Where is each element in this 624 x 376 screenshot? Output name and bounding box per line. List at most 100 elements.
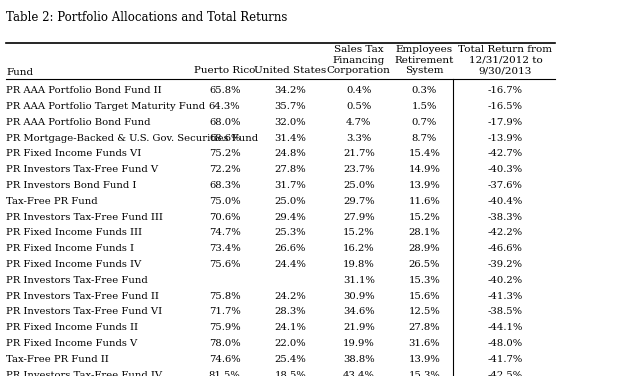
Text: 15.6%: 15.6%: [409, 292, 440, 300]
Text: 13.9%: 13.9%: [409, 181, 440, 190]
Text: 26.5%: 26.5%: [409, 260, 440, 269]
Text: 38.8%: 38.8%: [343, 355, 374, 364]
Text: 21.9%: 21.9%: [343, 323, 374, 332]
Text: 29.7%: 29.7%: [343, 197, 374, 206]
Text: 22.0%: 22.0%: [275, 339, 306, 348]
Text: Puerto Rico: Puerto Rico: [194, 66, 255, 75]
Text: 27.8%: 27.8%: [275, 165, 306, 174]
Text: -38.5%: -38.5%: [488, 308, 523, 316]
Text: 4.7%: 4.7%: [346, 118, 371, 127]
Text: 13.9%: 13.9%: [409, 355, 440, 364]
Text: -41.3%: -41.3%: [488, 292, 523, 300]
Text: 15.3%: 15.3%: [409, 276, 440, 285]
Text: 31.7%: 31.7%: [275, 181, 306, 190]
Text: 16.2%: 16.2%: [343, 244, 374, 253]
Text: 3.3%: 3.3%: [346, 134, 371, 143]
Text: -39.2%: -39.2%: [488, 260, 523, 269]
Text: 65.8%: 65.8%: [209, 86, 240, 95]
Text: PR Fixed Income Funds VI: PR Fixed Income Funds VI: [6, 150, 142, 158]
Text: 19.8%: 19.8%: [343, 260, 374, 269]
Text: 0.3%: 0.3%: [412, 86, 437, 95]
Text: 71.7%: 71.7%: [209, 308, 240, 316]
Text: Fund: Fund: [6, 68, 33, 77]
Text: 68.3%: 68.3%: [209, 181, 240, 190]
Text: PR Investors Tax-Free Fund IV: PR Investors Tax-Free Fund IV: [6, 371, 162, 376]
Text: -42.5%: -42.5%: [488, 371, 523, 376]
Text: 25.4%: 25.4%: [275, 355, 306, 364]
Text: United States: United States: [254, 66, 326, 75]
Text: 15.2%: 15.2%: [409, 213, 440, 221]
Text: 18.5%: 18.5%: [275, 371, 306, 376]
Text: 78.0%: 78.0%: [209, 339, 240, 348]
Text: 25.0%: 25.0%: [275, 197, 306, 206]
Text: 29.4%: 29.4%: [275, 213, 306, 221]
Text: -46.6%: -46.6%: [488, 244, 523, 253]
Text: PR Fixed Income Funds III: PR Fixed Income Funds III: [6, 229, 142, 237]
Text: 11.6%: 11.6%: [409, 197, 440, 206]
Text: 64.3%: 64.3%: [209, 102, 240, 111]
Text: 75.0%: 75.0%: [209, 197, 240, 206]
Text: PR Investors Tax-Free Fund II: PR Investors Tax-Free Fund II: [6, 292, 159, 300]
Text: 43.4%: 43.4%: [343, 371, 375, 376]
Text: -41.7%: -41.7%: [488, 355, 523, 364]
Text: 32.0%: 32.0%: [275, 118, 306, 127]
Text: -13.9%: -13.9%: [488, 134, 523, 143]
Text: 73.4%: 73.4%: [209, 244, 240, 253]
Text: PR Fixed Income Funds IV: PR Fixed Income Funds IV: [6, 260, 142, 269]
Text: 31.1%: 31.1%: [343, 276, 375, 285]
Text: 27.8%: 27.8%: [409, 323, 440, 332]
Text: -17.9%: -17.9%: [488, 118, 523, 127]
Text: 75.8%: 75.8%: [209, 292, 240, 300]
Text: 75.2%: 75.2%: [209, 150, 240, 158]
Text: -16.7%: -16.7%: [488, 86, 523, 95]
Text: 70.6%: 70.6%: [209, 213, 240, 221]
Text: 19.9%: 19.9%: [343, 339, 374, 348]
Text: Table 2: Portfolio Allocations and Total Returns: Table 2: Portfolio Allocations and Total…: [6, 11, 288, 24]
Text: PR Fixed Income Funds II: PR Fixed Income Funds II: [6, 323, 139, 332]
Text: 14.9%: 14.9%: [408, 165, 441, 174]
Text: PR Mortgage-Backed & U.S. Gov. Securities Fund: PR Mortgage-Backed & U.S. Gov. Securitie…: [6, 134, 258, 143]
Text: 34.2%: 34.2%: [275, 86, 306, 95]
Text: PR Fixed Income Funds V: PR Fixed Income Funds V: [6, 339, 137, 348]
Text: Total Return from
12/31/2012 to
9/30/2013: Total Return from 12/31/2012 to 9/30/201…: [459, 45, 552, 75]
Text: 26.6%: 26.6%: [275, 244, 306, 253]
Text: Tax-Free PR Fund: Tax-Free PR Fund: [6, 197, 98, 206]
Text: 74.7%: 74.7%: [209, 229, 240, 237]
Text: 75.6%: 75.6%: [209, 260, 240, 269]
Text: 0.7%: 0.7%: [412, 118, 437, 127]
Text: 30.9%: 30.9%: [343, 292, 374, 300]
Text: 25.3%: 25.3%: [275, 229, 306, 237]
Text: PR Fixed Income Funds I: PR Fixed Income Funds I: [6, 244, 134, 253]
Text: 31.4%: 31.4%: [274, 134, 306, 143]
Text: PR AAA Portfolio Bond Fund II: PR AAA Portfolio Bond Fund II: [6, 86, 162, 95]
Text: 1.5%: 1.5%: [412, 102, 437, 111]
Text: PR Investors Bond Fund I: PR Investors Bond Fund I: [6, 181, 137, 190]
Text: 21.7%: 21.7%: [343, 150, 374, 158]
Text: -40.3%: -40.3%: [488, 165, 523, 174]
Text: 15.3%: 15.3%: [409, 371, 440, 376]
Text: 8.7%: 8.7%: [412, 134, 437, 143]
Text: 24.2%: 24.2%: [275, 292, 306, 300]
Text: Sales Tax
Financing
Corporation: Sales Tax Financing Corporation: [327, 45, 391, 75]
Text: 28.1%: 28.1%: [409, 229, 440, 237]
Text: PR Investors Tax-Free Fund III: PR Investors Tax-Free Fund III: [6, 213, 163, 221]
Text: Employees
Retirement
System: Employees Retirement System: [394, 45, 454, 75]
Text: -37.6%: -37.6%: [488, 181, 523, 190]
Text: -16.5%: -16.5%: [488, 102, 523, 111]
Text: -42.2%: -42.2%: [488, 229, 523, 237]
Text: 15.2%: 15.2%: [343, 229, 374, 237]
Text: PR AAA Portfolio Bond Fund: PR AAA Portfolio Bond Fund: [6, 118, 151, 127]
Text: 68.6%: 68.6%: [209, 134, 240, 143]
Text: 31.6%: 31.6%: [409, 339, 440, 348]
Text: PR AAA Portfolio Target Maturity Fund: PR AAA Portfolio Target Maturity Fund: [6, 102, 205, 111]
Text: 27.9%: 27.9%: [343, 213, 374, 221]
Text: 28.3%: 28.3%: [275, 308, 306, 316]
Text: 0.4%: 0.4%: [346, 86, 371, 95]
Text: 24.4%: 24.4%: [274, 260, 306, 269]
Text: -44.1%: -44.1%: [488, 323, 523, 332]
Text: 72.2%: 72.2%: [209, 165, 240, 174]
Text: -38.3%: -38.3%: [488, 213, 523, 221]
Text: 34.6%: 34.6%: [343, 308, 374, 316]
Text: 15.4%: 15.4%: [408, 150, 441, 158]
Text: 24.8%: 24.8%: [275, 150, 306, 158]
